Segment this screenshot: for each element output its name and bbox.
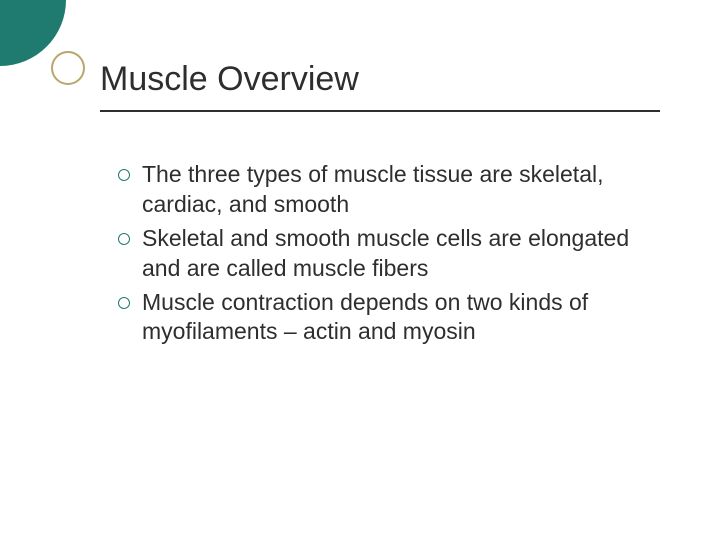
slide-title: Muscle Overview [100,60,660,109]
bullet-icon [118,297,130,309]
title-block: Muscle Overview [100,60,660,109]
bullet-text: The three types of muscle tissue are ske… [142,160,648,220]
slide: Muscle Overview The three types of muscl… [0,0,720,540]
bullet-icon [118,233,130,245]
title-underline [100,110,660,112]
bullet-icon [118,169,130,181]
list-item: Muscle contraction depends on two kinds … [118,288,648,348]
body-block: The three types of muscle tissue are ske… [118,160,648,351]
list-item: The three types of muscle tissue are ske… [118,160,648,220]
list-item: Skeletal and smooth muscle cells are elo… [118,224,648,284]
decor-circle-small [51,51,85,85]
bullet-text: Muscle contraction depends on two kinds … [142,288,648,348]
bullet-text: Skeletal and smooth muscle cells are elo… [142,224,648,284]
